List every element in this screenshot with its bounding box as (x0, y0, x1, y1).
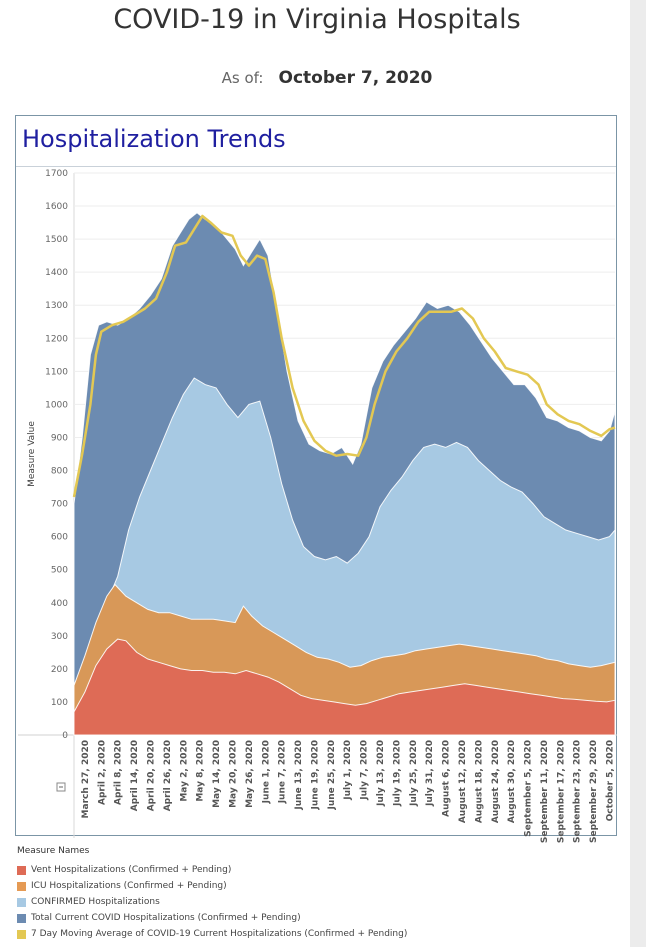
y-tick-label: 0 (62, 731, 68, 741)
chart-panel (15, 115, 617, 836)
y-tick-label: 1100 (45, 367, 68, 377)
x-tick-label: May 20, 2020 (229, 740, 239, 808)
legend-item-total[interactable]: Total Current COVID Hospitalizations (Co… (17, 910, 407, 926)
x-tick-label: August 12, 2020 (458, 740, 468, 823)
page-title: COVID-19 in Virginia Hospitals (113, 4, 521, 35)
y-tick-label: 400 (51, 599, 68, 609)
y-tick-label: 1300 (45, 301, 68, 311)
y-tick-label: 1000 (45, 400, 68, 410)
x-tick-label: July 1, 2020 (343, 740, 353, 801)
legend-label: CONFIRMED Hospitalizations (31, 897, 160, 907)
x-tick-label: August 24, 2020 (491, 740, 501, 823)
y-tick-label: 1500 (45, 235, 68, 245)
x-tick-label: August 30, 2020 (507, 740, 517, 823)
x-tick-label: June 25, 2020 (327, 740, 337, 811)
legend-label: Vent Hospitalizations (Confirmed + Pendi… (31, 865, 232, 875)
as-of-label: As of: (221, 69, 264, 87)
legend-item-vent[interactable]: Vent Hospitalizations (Confirmed + Pendi… (17, 862, 407, 878)
x-tick-label: August 6, 2020 (442, 740, 452, 817)
legend-swatch (17, 913, 26, 923)
x-tick-label: June 7, 2020 (278, 740, 288, 804)
y-tick-label: 1600 (45, 202, 68, 212)
x-tick-label: July 13, 2020 (376, 740, 386, 807)
x-tick-label: March 27, 2020 (81, 740, 91, 818)
legend-label: 7 Day Moving Average of COVID-19 Current… (31, 929, 408, 939)
y-tick-label: 700 (51, 500, 68, 510)
x-tick-label: June 19, 2020 (310, 740, 320, 811)
x-tick-label: July 31, 2020 (425, 740, 435, 807)
legend-item-confirmed[interactable]: CONFIRMED Hospitalizations (17, 894, 407, 910)
x-tick-label: July 7, 2020 (360, 740, 370, 801)
y-tick-label: 900 (51, 433, 68, 443)
y-tick-label: 500 (51, 566, 68, 576)
legend-swatch (17, 865, 26, 875)
x-tick-label: July 25, 2020 (409, 740, 419, 807)
x-tick-label: June 1, 2020 (261, 740, 271, 804)
x-tick-label: May 26, 2020 (245, 740, 255, 808)
as-of-row: As of: October 7, 2020 (0, 68, 646, 88)
x-tick-label: April 8, 2020 (114, 740, 124, 805)
x-tick-label: June 13, 2020 (294, 740, 304, 811)
x-tick-label: September 23, 2020 (573, 740, 583, 843)
legend-title: Measure Names (17, 846, 90, 856)
x-tick-label: September 5, 2020 (524, 740, 534, 837)
series-vent-area (73, 638, 616, 736)
legend-label: Total Current COVID Hospitalizations (Co… (31, 913, 301, 923)
y-tick-label: 600 (51, 533, 68, 543)
y-tick-label: 300 (51, 632, 68, 642)
legend: Measure Names Vent Hospitalizations (Con… (17, 846, 407, 942)
x-tick-label: April 20, 2020 (147, 740, 157, 811)
panel-title: Hospitalization Trends (22, 125, 286, 153)
legend-swatch (17, 897, 26, 907)
x-tick-label: August 18, 2020 (474, 740, 484, 823)
x-tick-label: May 8, 2020 (196, 740, 206, 802)
legend-item-icu[interactable]: ICU Hospitalizations (Confirmed + Pendin… (17, 878, 407, 894)
x-tick-label: May 14, 2020 (212, 740, 222, 808)
y-tick-label: 200 (51, 665, 68, 675)
y-tick-label: 1400 (45, 268, 68, 278)
y-tick-label: 1200 (45, 334, 68, 344)
as-of-date: October 7, 2020 (278, 68, 433, 88)
x-tick-label: April 2, 2020 (97, 740, 107, 805)
legend-label: ICU Hospitalizations (Confirmed + Pendin… (31, 881, 227, 891)
x-tick-label: May 2, 2020 (179, 740, 189, 802)
scrollbar-strip[interactable] (630, 0, 646, 947)
series-moving-average-line (72, 214, 616, 498)
x-tick-label: October 5, 2020 (606, 740, 616, 821)
y-tick-label: 100 (51, 698, 68, 708)
x-tick-label: September 29, 2020 (589, 740, 599, 843)
x-tick-label: April 26, 2020 (163, 740, 173, 811)
y-axis-title: Measure Value (27, 421, 37, 487)
x-tick-label: July 19, 2020 (392, 740, 402, 807)
x-tick-label: April 14, 2020 (130, 740, 140, 811)
legend-item-moving-average[interactable]: 7 Day Moving Average of COVID-19 Current… (17, 926, 407, 942)
legend-swatch (17, 881, 26, 891)
y-tick-label: 1700 (45, 169, 68, 179)
panel-divider (16, 166, 616, 167)
x-tick-label: September 17, 2020 (556, 740, 566, 843)
legend-swatch (17, 929, 26, 939)
y-tick-label: 800 (51, 467, 68, 477)
x-tick-label: September 11, 2020 (540, 740, 550, 843)
